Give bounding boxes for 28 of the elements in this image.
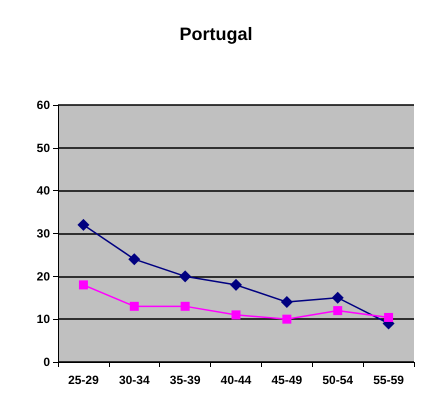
x-tick-label: 50-54 <box>322 373 354 387</box>
point <box>280 296 293 308</box>
point <box>333 306 342 316</box>
x-tick-label: 25-29 <box>68 373 100 387</box>
point <box>128 253 140 266</box>
y-tick-label: 60 <box>36 98 50 112</box>
y-tick-label: 0 <box>43 355 50 369</box>
y-tick-label: 40 <box>36 184 50 198</box>
x-tick-label: 30-34 <box>118 373 150 387</box>
point <box>384 312 394 322</box>
point <box>232 310 240 320</box>
point <box>180 302 190 311</box>
x-tick-label: 40-44 <box>220 373 252 387</box>
point <box>230 278 242 291</box>
point <box>332 292 344 304</box>
point <box>179 270 192 282</box>
point <box>130 302 139 311</box>
y-tick-label: 50 <box>36 140 50 155</box>
point <box>282 314 292 324</box>
point <box>78 280 88 290</box>
y-tick-label: 20 <box>36 269 50 284</box>
chart-title: Portugal <box>179 24 253 44</box>
x-tick-label: 35-39 <box>170 373 201 387</box>
x-tick-label: 55-59 <box>373 373 404 387</box>
point <box>77 218 90 231</box>
y-tick-label: 10 <box>36 312 50 326</box>
x-tick-label: 45-49 <box>272 373 303 387</box>
y-tick-label: 30 <box>36 226 50 240</box>
